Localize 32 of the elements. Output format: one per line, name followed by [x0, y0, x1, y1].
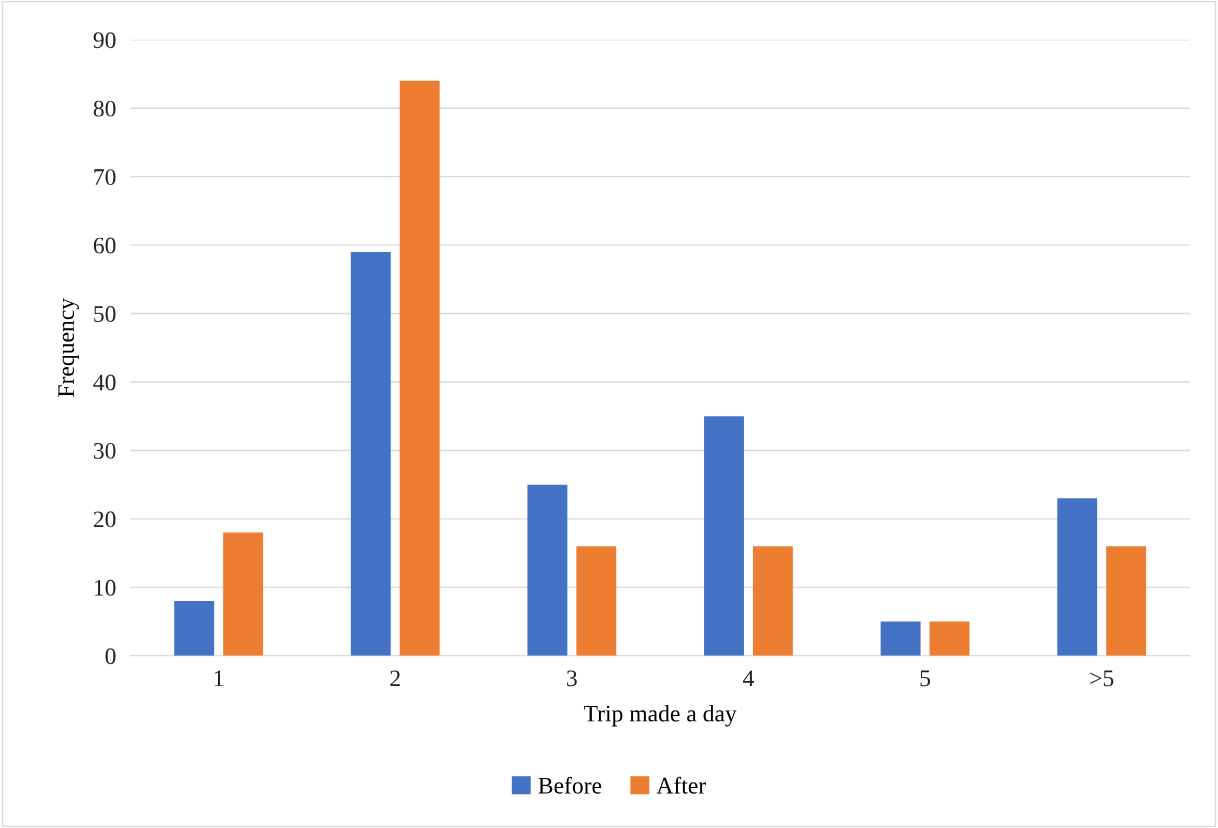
- x-tick-label: 4: [743, 670, 754, 687]
- bar: [399, 80, 440, 656]
- bar: [576, 546, 617, 656]
- bar: [704, 416, 744, 656]
- x-axis-title: Trip made a day: [583, 704, 737, 727]
- y-tick-label: 20: [93, 511, 116, 528]
- y-tick-label: 80: [93, 100, 116, 117]
- y-tick-label: 60: [93, 237, 116, 254]
- y-tick-label: 10: [94, 579, 116, 596]
- legend-label: Before: [538, 776, 602, 794]
- legend-label: After: [656, 776, 706, 794]
- bar: [929, 621, 970, 656]
- y-tick-label: 40: [93, 374, 116, 391]
- bar: [880, 621, 921, 656]
- bar: [1057, 498, 1098, 656]
- bar: [1106, 546, 1147, 656]
- y-tick-label: 70: [94, 169, 116, 186]
- x-tick-label: 3: [567, 670, 577, 687]
- bar: [223, 532, 264, 656]
- bar: [752, 546, 793, 656]
- x-tick-label: 1: [214, 670, 224, 687]
- y-tick-label: 50: [94, 306, 116, 322]
- x-tick-label: 5: [920, 670, 931, 687]
- y-axis-title: Frequency: [58, 298, 79, 397]
- bar: [350, 251, 391, 656]
- bar: [174, 601, 215, 656]
- y-tick-label: 30: [93, 442, 116, 459]
- x-tick-label: 2: [390, 670, 400, 687]
- y-tick-label: 0: [105, 648, 116, 665]
- bar: [527, 484, 568, 656]
- y-tick-label: 90: [93, 32, 116, 49]
- x-tick-label: >5: [1090, 670, 1114, 687]
